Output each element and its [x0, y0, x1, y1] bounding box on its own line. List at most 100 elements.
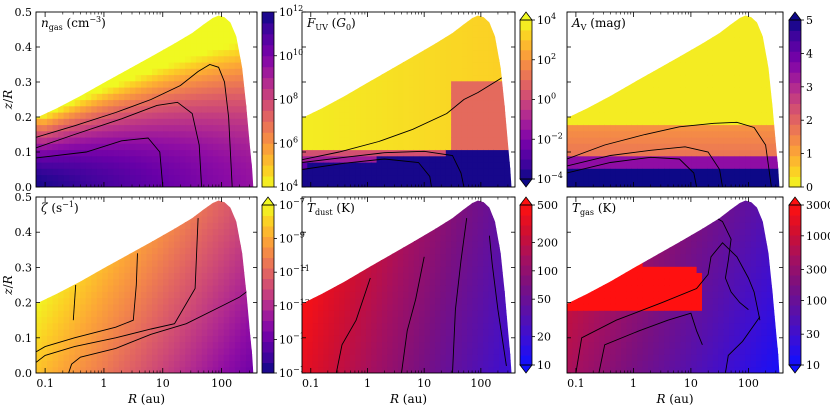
heatmap-cell [245, 259, 252, 267]
heatmap-cell [344, 168, 351, 176]
heatmap-cell [190, 228, 197, 236]
heatmap-cell [91, 200, 98, 204]
heatmap-cell [493, 112, 500, 119]
heatmap-cell [456, 168, 463, 176]
heatmap-cell [135, 99, 142, 107]
heatmap-cell [312, 49, 319, 57]
heatmap-cell [74, 291, 81, 299]
heatmap-cell [190, 354, 197, 361]
heatmap-cell [96, 118, 103, 126]
heatmap-cell [653, 80, 660, 88]
heatmap-cell [113, 130, 120, 138]
heatmap-cell [424, 18, 431, 26]
heatmap-cell [185, 24, 192, 32]
heatmap-cell [599, 162, 606, 169]
heatmap-cell [223, 215, 230, 223]
heatmap-cell [472, 15, 479, 19]
heatmap-cell [745, 124, 752, 132]
heatmap-cell [451, 37, 457, 44]
heatmap-cell [157, 285, 164, 292]
heatmap-cell [96, 168, 103, 176]
heatmap-cell [179, 118, 186, 126]
heatmap-cell [157, 43, 164, 51]
heatmap-cell [245, 291, 252, 299]
heatmap-cell [577, 62, 584, 69]
heatmap-cell [146, 80, 153, 88]
heatmap-cell [152, 329, 159, 336]
heatmap-cell [680, 112, 687, 119]
heatmap-cell [610, 118, 617, 126]
heatmap-cell [499, 143, 505, 151]
heatmap-cell [392, 112, 399, 119]
heatmap-cell [360, 99, 367, 107]
heatmap-cell [642, 80, 649, 88]
heatmap-cell [734, 74, 741, 82]
heatmap-cell [240, 259, 247, 267]
heatmap-cell [648, 168, 654, 176]
heatmap-cell [218, 303, 225, 311]
heatmap-cell [163, 200, 170, 204]
heatmap-cell [36, 347, 43, 355]
heatmap-cell [91, 24, 98, 32]
heatmap-cell [152, 49, 159, 57]
heatmap-cell [107, 137, 114, 144]
heatmap-cell [113, 37, 120, 44]
heatmap-cell [102, 43, 109, 51]
heatmap-cell [381, 49, 388, 57]
heatmap-cell [141, 124, 148, 132]
heatmap-cell [135, 360, 142, 368]
heatmap-cell [96, 278, 103, 286]
heatmap-cell [408, 87, 415, 94]
heatmap-cell [307, 99, 314, 107]
heatmap-cell [69, 124, 76, 132]
heatmap-cell [157, 118, 164, 126]
heatmap-cell [413, 37, 420, 44]
heatmap-cell [610, 174, 617, 182]
heatmap-cell [157, 278, 164, 286]
heatmap-cell [240, 80, 247, 88]
heatmap-cell [594, 105, 600, 113]
heatmap-cell [707, 74, 714, 82]
heatmap-cell [129, 366, 136, 373]
heatmap-cell [567, 174, 573, 182]
heatmap-cell [344, 180, 351, 187]
heatmap-cell [80, 316, 87, 324]
heatmap-cell [85, 259, 92, 267]
heatmap-cell [168, 354, 175, 361]
heatmap-cell [196, 291, 203, 299]
heatmap-cell [371, 68, 378, 76]
heatmap-cell [146, 124, 153, 132]
heatmap-cell [245, 222, 252, 229]
heatmap-cell [702, 30, 708, 38]
heatmap-cell [413, 80, 420, 88]
heatmap-cell [440, 137, 447, 144]
heatmap-cell [41, 74, 48, 82]
heatmap-cell [102, 291, 109, 299]
heatmap-cell [118, 322, 125, 330]
heatmap-cell [245, 118, 252, 126]
heatmap-cell [675, 180, 681, 187]
heatmap-cell [577, 143, 584, 151]
heatmap-cell [218, 137, 225, 144]
heatmap-cell [41, 354, 48, 361]
heatmap-cell [58, 130, 65, 138]
heatmap-cell [229, 15, 236, 19]
heatmap-cell [96, 200, 103, 204]
heatmap-cell [135, 130, 142, 138]
heatmap-cell [680, 80, 687, 88]
heatmap-cell [212, 354, 219, 361]
heatmap-cell [107, 341, 114, 349]
heatmap-cell [141, 222, 148, 229]
heatmap-cell [174, 80, 181, 88]
heatmap-cell [240, 24, 247, 32]
heatmap-cell [429, 93, 436, 101]
heatmap-cell [80, 310, 87, 317]
heatmap-cell [124, 209, 131, 217]
heatmap-cell [234, 322, 241, 330]
heatmap-cell [333, 55, 340, 63]
heatmap-cell [429, 37, 436, 44]
heatmap-cell [185, 49, 192, 57]
heatmap-cell [381, 80, 388, 88]
heatmap-cell [658, 174, 665, 182]
